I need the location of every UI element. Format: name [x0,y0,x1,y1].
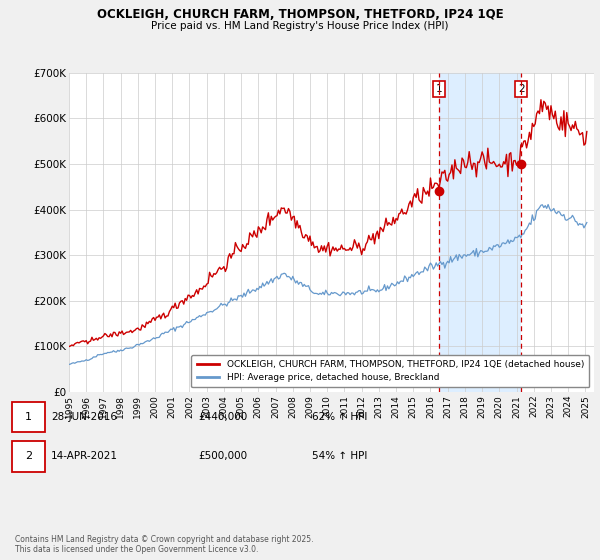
Text: 2: 2 [25,451,32,461]
Text: 2: 2 [518,84,524,94]
Text: Price paid vs. HM Land Registry's House Price Index (HPI): Price paid vs. HM Land Registry's House … [151,21,449,31]
Text: 62% ↑ HPI: 62% ↑ HPI [312,412,367,422]
Text: 1: 1 [25,412,32,422]
Text: 28-JUN-2016: 28-JUN-2016 [51,412,117,422]
Text: OCKLEIGH, CHURCH FARM, THOMPSON, THETFORD, IP24 1QE: OCKLEIGH, CHURCH FARM, THOMPSON, THETFOR… [97,8,503,21]
Legend: OCKLEIGH, CHURCH FARM, THOMPSON, THETFORD, IP24 1QE (detached house), HPI: Avera: OCKLEIGH, CHURCH FARM, THOMPSON, THETFOR… [191,355,589,388]
Text: 1: 1 [436,84,442,94]
Text: 54% ↑ HPI: 54% ↑ HPI [312,451,367,461]
Text: £440,000: £440,000 [198,412,247,422]
Bar [439,73,521,392]
Text: 14-APR-2021: 14-APR-2021 [51,451,118,461]
Text: £500,000: £500,000 [198,451,247,461]
Text: Contains HM Land Registry data © Crown copyright and database right 2025.
This d: Contains HM Land Registry data © Crown c… [15,535,314,554]
